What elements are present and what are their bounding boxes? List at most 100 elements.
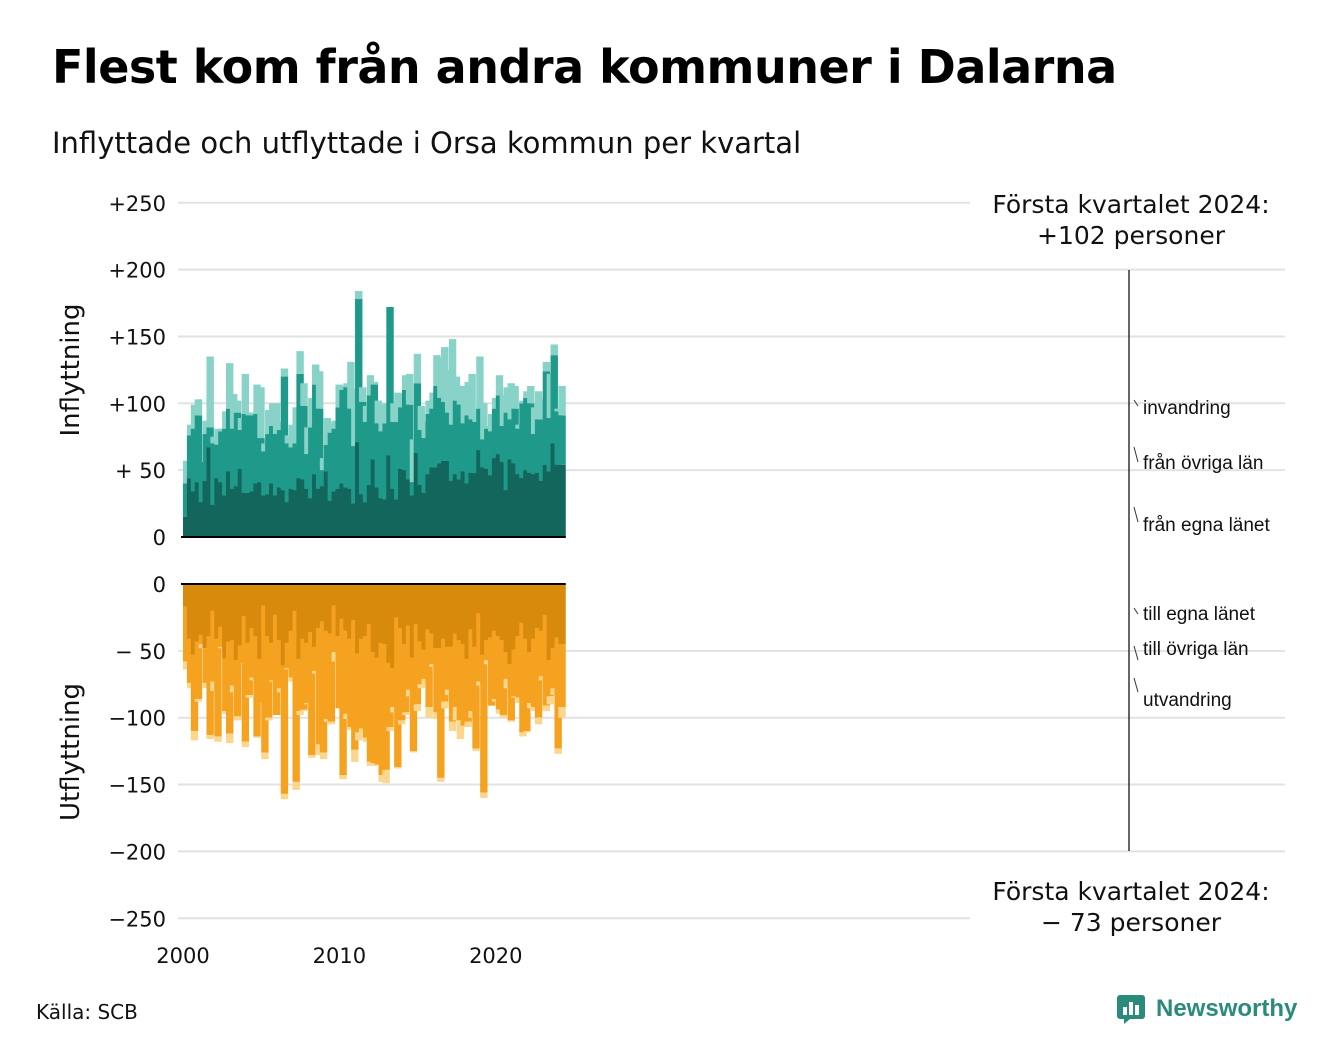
bar-in-invandring — [358, 387, 367, 402]
bar-ut-utvandring — [362, 737, 371, 742]
bar-in-invandring — [202, 420, 210, 435]
bar-in-ovriga — [358, 401, 367, 495]
bar-in-egna — [331, 491, 339, 537]
bar-ut-utvandring — [476, 681, 484, 686]
bar-ut-egna — [398, 584, 406, 629]
y-tick-label: −200 — [108, 840, 166, 864]
bar-in-ovriga — [437, 397, 445, 464]
bar-ut-ovriga — [448, 646, 457, 722]
bar-ut-ovriga — [515, 636, 523, 698]
bar-in-egna — [390, 488, 398, 537]
bar-in-invandring — [304, 427, 312, 455]
bar-in-ovriga — [269, 426, 277, 484]
bar-ut-utvandring — [421, 678, 429, 685]
bar-in-invandring — [394, 392, 402, 423]
bar-ut-ovriga — [433, 648, 441, 713]
bar-ut-ovriga — [558, 644, 566, 708]
bar-ut-egna — [538, 584, 547, 631]
bar-ut-ovriga — [401, 644, 410, 713]
bar-in-egna — [550, 443, 558, 537]
y-tick-label: +100 — [108, 392, 166, 416]
bar-in-egna — [421, 492, 429, 537]
bar-in-egna — [229, 488, 238, 537]
bar-in-egna — [441, 460, 449, 537]
bar-in-invandring — [472, 408, 480, 423]
bar-ut-ovriga — [233, 660, 242, 717]
bar-in-invandring — [378, 404, 386, 432]
bar-ut-egna — [444, 584, 453, 647]
bar-ut-egna — [300, 584, 308, 639]
chart-title: Flest kom från andra kommuner i Dalarna — [52, 40, 1117, 94]
bar-ut-egna — [527, 584, 535, 653]
bar-ut-utvandring — [319, 752, 328, 760]
bar-in-egna — [487, 475, 496, 537]
bar-ut-egna — [534, 584, 543, 629]
bar-ut-utvandring — [507, 720, 515, 722]
bar-in-egna — [472, 472, 480, 537]
bar-in-invandring — [343, 383, 351, 388]
bar-in-invandring — [515, 424, 523, 429]
bar-in-egna — [190, 491, 199, 537]
series-label-leader — [1133, 399, 1139, 407]
bar-ut-egna — [515, 584, 523, 637]
bar-ut-egna — [319, 584, 328, 622]
bar-ut-egna — [484, 584, 492, 641]
bar-in-ovriga — [276, 430, 285, 488]
bar-ut-ovriga — [280, 665, 289, 794]
bar-ut-egna — [210, 584, 218, 611]
bar-ut-egna — [382, 584, 390, 645]
bar-ut-egna — [362, 584, 371, 637]
bar-ut-utvandring — [425, 707, 433, 718]
bar-in-invandring — [444, 369, 453, 413]
bar-in-invandring — [534, 391, 543, 420]
bar-in-invandring — [390, 403, 398, 423]
bar-ut-utvandring — [530, 707, 539, 712]
bar-in-invandring — [476, 356, 484, 409]
y-axis-title: Utflyttning — [56, 683, 86, 821]
bar-in-egna — [198, 502, 207, 537]
bar-in-invandring — [409, 439, 418, 483]
bar-ut-egna — [343, 584, 351, 631]
bar-ut-ovriga — [190, 654, 199, 732]
bar-ut-egna — [253, 584, 261, 637]
bar-in-ovriga — [315, 408, 324, 489]
y-tick-label: 0 — [153, 526, 166, 550]
bar-in-ovriga — [347, 408, 355, 489]
bar-in-egna — [319, 486, 328, 537]
bar-ut-egna — [335, 584, 343, 637]
bar-in-egna — [476, 450, 484, 537]
bar-in-ovriga — [308, 427, 316, 499]
bar-in-ovriga — [429, 408, 437, 468]
bar-in-invandring — [339, 385, 347, 390]
bar-ut-ovriga — [358, 638, 367, 729]
bar-in-ovriga — [476, 408, 484, 451]
bar-ut-egna — [272, 584, 281, 615]
bar-ut-ovriga — [304, 642, 312, 703]
bar-ut-egna — [315, 584, 324, 629]
bar-ut-egna — [312, 584, 320, 647]
bar-ut-utvandring — [304, 702, 312, 705]
bar-ut-utvandring — [511, 696, 519, 698]
bar-in-ovriga — [370, 384, 379, 460]
bar-in-ovriga — [261, 451, 269, 496]
bar-in-egna — [484, 468, 492, 537]
bar-ut-utvandring — [284, 668, 293, 670]
bar-in-egna — [183, 516, 191, 537]
bar-ut-ovriga — [343, 630, 351, 714]
bar-in-ovriga — [484, 428, 492, 469]
bar-ut-utvandring — [206, 735, 214, 740]
bar-in-ovriga — [194, 415, 203, 483]
bar-in-ovriga — [394, 422, 402, 500]
bar-in-invandring — [237, 418, 246, 431]
bar-ut-ovriga — [331, 605, 339, 653]
bar-in-ovriga — [343, 387, 351, 488]
bar-in-egna — [194, 482, 203, 537]
bar-in-egna — [530, 474, 539, 537]
bar-ut-utvandring — [558, 707, 566, 718]
bar-in-invandring — [405, 373, 414, 405]
bar-in-egna — [284, 502, 293, 537]
bar-ut-utvandring — [417, 684, 425, 689]
bar-in-ovriga — [511, 408, 519, 464]
bar-ut-utvandring — [554, 748, 562, 754]
bar-ut-utvandring — [222, 711, 230, 714]
